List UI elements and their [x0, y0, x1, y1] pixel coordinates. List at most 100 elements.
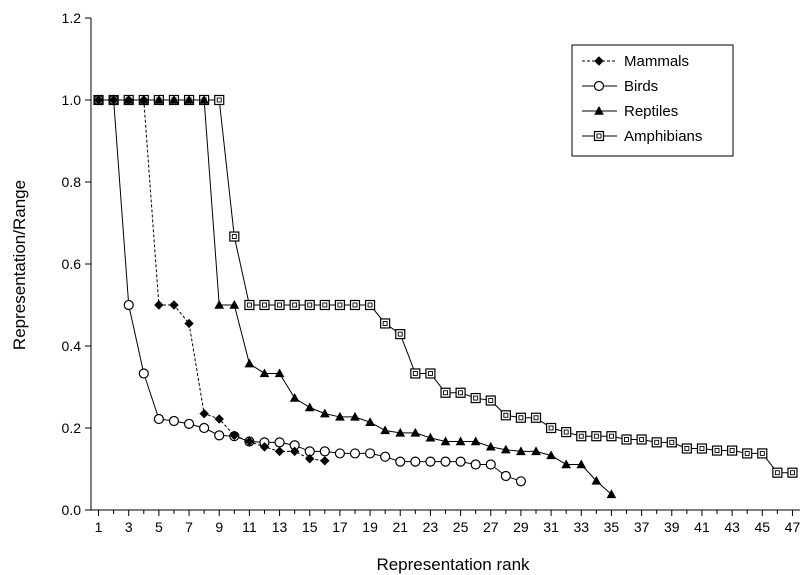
data-point-reptiles: [516, 446, 526, 456]
y-tick-label: 0.8: [62, 174, 82, 190]
x-tick-label: 39: [664, 519, 680, 535]
x-tick-label: 9: [215, 519, 223, 535]
data-point-reptiles: [410, 427, 421, 437]
square-marker-inner: [337, 302, 343, 308]
data-point-reptiles: [199, 94, 209, 104]
x-tick-label: 17: [332, 519, 348, 535]
square-marker-inner: [608, 433, 614, 439]
y-tick-label: 1.0: [62, 92, 82, 108]
x-tick-label: 5: [155, 519, 163, 535]
square-marker-inner: [262, 302, 267, 308]
data-point-amphibians: [561, 427, 572, 438]
data-point-amphibians: [621, 434, 632, 445]
data-point-birds: [470, 459, 481, 470]
y-tick-label: 0.6: [62, 256, 82, 272]
x-tick-label: 21: [392, 519, 408, 535]
y-tick-label: 0.2: [62, 420, 82, 436]
x-axis-label: Representation rank: [376, 555, 530, 574]
x-tick-label: 41: [694, 519, 710, 535]
series-line-reptiles: [98, 99, 612, 495]
x-tick-label: 13: [272, 519, 288, 535]
data-point-birds: [183, 418, 195, 429]
data-point-amphibians: [711, 445, 723, 456]
square-marker-inner: [593, 433, 599, 439]
square-marker-inner: [654, 439, 660, 445]
data-point-amphibians: [727, 445, 738, 456]
data-point-birds: [319, 446, 330, 457]
data-point-reptiles: [214, 299, 225, 309]
data-point-birds: [214, 430, 225, 441]
x-tick-label: 31: [543, 519, 559, 535]
data-point-amphibians: [425, 368, 436, 379]
legend-marker-reptiles: [594, 105, 604, 115]
square-marker-inner: [714, 448, 720, 453]
legend-label-reptiles: Reptiles: [624, 103, 678, 120]
y-tick-label: 0.0: [62, 502, 82, 518]
x-tick-label: 3: [125, 519, 133, 535]
square-marker-inner: [307, 302, 313, 308]
data-point-birds: [334, 448, 346, 459]
legend-label-amphibians: Amphibians: [624, 128, 702, 145]
legend: Mammals Birds Reptiles Amphibians: [571, 44, 734, 157]
data-point-reptiles: [169, 94, 179, 104]
data-point-birds: [199, 422, 210, 434]
series-mammals: [93, 95, 330, 466]
data-point-reptiles: [350, 411, 360, 421]
square-marker-inner: [231, 234, 237, 239]
data-point-birds: [138, 368, 149, 379]
x-tick-label: 1: [95, 519, 103, 535]
square-marker-inner: [412, 371, 418, 376]
data-point-amphibians: [636, 434, 647, 445]
square-marker-inner: [533, 415, 539, 421]
square-marker-inner: [443, 390, 448, 396]
data-point-amphibians: [410, 368, 421, 379]
legend-label-birds: Birds: [624, 78, 658, 95]
square-marker-inner: [548, 425, 554, 431]
x-tick-label: 25: [453, 519, 469, 535]
square-marker-inner: [669, 439, 675, 445]
data-point-birds: [274, 437, 285, 448]
data-point-reptiles: [304, 402, 315, 412]
data-point-reptiles: [470, 436, 481, 446]
square-marker-inner: [759, 450, 765, 456]
legend-label-mammals: Mammals: [624, 53, 689, 70]
data-point-reptiles: [561, 459, 572, 469]
data-point-amphibians: [470, 392, 481, 404]
data-point-reptiles: [455, 436, 466, 446]
data-point-birds: [168, 415, 180, 427]
data-point-amphibians: [772, 467, 783, 478]
x-tick-label: 29: [513, 519, 529, 535]
data-point-reptiles: [485, 441, 496, 451]
square-marker-inner: [518, 415, 524, 421]
data-point-amphibians: [696, 443, 708, 454]
x-tick-label: 7: [185, 519, 193, 535]
data-point-amphibians: [485, 395, 496, 406]
y-axis-label: Representation/Range: [10, 180, 29, 350]
data-point-amphibians: [229, 231, 240, 242]
data-point-mammals: [169, 300, 179, 310]
data-point-reptiles: [229, 299, 240, 309]
x-tick-label: 43: [724, 519, 740, 535]
data-point-amphibians: [440, 387, 451, 398]
x-tick-label: 37: [634, 519, 650, 535]
data-point-amphibians: [651, 437, 662, 448]
data-point-mammals: [274, 446, 285, 457]
data-point-mammals: [214, 414, 224, 424]
legend-marker-mammals: [594, 56, 604, 66]
data-point-reptiles: [335, 411, 345, 421]
legend-marker-amphibians: [593, 130, 605, 142]
square-marker-inner: [352, 302, 358, 308]
square-marker-inner: [684, 446, 690, 451]
square-marker-inner: [624, 437, 629, 442]
square-marker-inner: [639, 437, 645, 442]
data-point-reptiles: [531, 446, 541, 456]
data-point-amphibians: [349, 299, 361, 311]
square-marker-inner: [427, 371, 433, 376]
square-marker-inner: [367, 302, 373, 308]
data-point-mammals: [320, 456, 330, 466]
data-point-mammals: [124, 95, 134, 105]
data-point-birds: [425, 456, 436, 467]
data-point-birds: [500, 470, 511, 482]
square-marker-inner: [322, 302, 328, 308]
data-point-birds: [440, 456, 451, 467]
